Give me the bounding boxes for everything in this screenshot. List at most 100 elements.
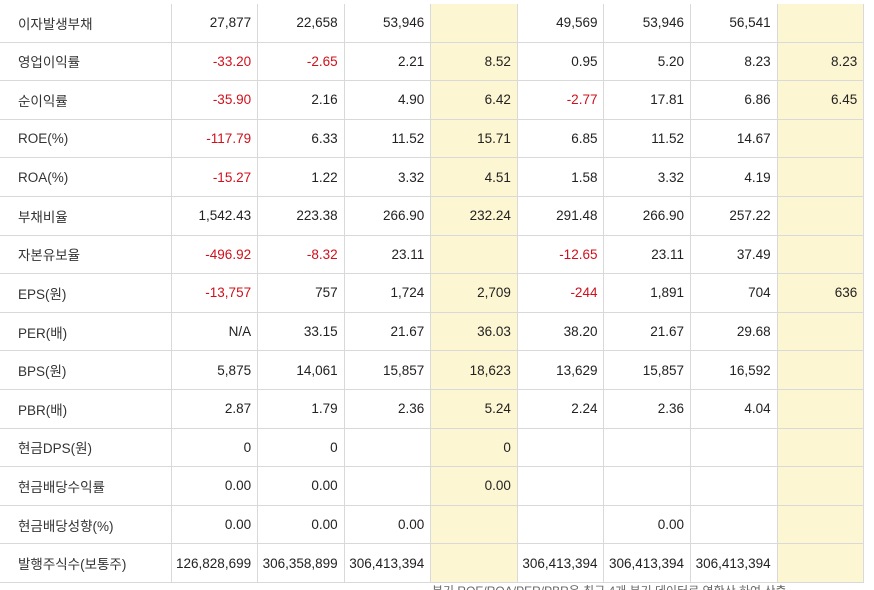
table-cell: 4.19 <box>690 157 778 197</box>
table-cell: 1,724 <box>344 273 432 313</box>
table-cell: 0.95 <box>517 42 605 82</box>
financial-ratio-table: 이자발생부채 27,877 22,658 53,946 49,569 53,946 56,5… <box>0 4 865 583</box>
table-cell: 17.81 <box>603 80 692 120</box>
table-cell: 6.33 <box>257 119 345 159</box>
table-row: 현금배당수익률 0.00 0.00 0.00 <box>0 466 865 506</box>
row-label: PER(배) <box>0 312 172 352</box>
table-cell <box>777 4 865 43</box>
table-cell: 306,413,394 <box>603 543 692 583</box>
table-cell: 3.32 <box>603 157 692 197</box>
row-label: EPS(원) <box>0 273 172 313</box>
row-label: 부채비율 <box>0 196 172 236</box>
table-cell: 14.67 <box>690 119 778 159</box>
table-cell: 53,946 <box>603 4 692 43</box>
table-cell: 1.79 <box>257 389 345 429</box>
row-label: PBR(배) <box>0 389 172 429</box>
table-cell: 14,061 <box>257 350 345 390</box>
row-label: 영업이익률 <box>0 42 172 82</box>
table-cell: 0.00 <box>430 466 518 506</box>
table-row: 순이익률 -35.90 2.16 4.90 6.42 -2.77 17.81 6.86 6.45 <box>0 80 865 120</box>
table-cell: -2.65 <box>257 42 345 82</box>
table-cell: -13,757 <box>171 273 259 313</box>
table-row: 발행주식수(보통주) 126,828,699 306,358,899 306,413,… <box>0 543 865 583</box>
table-cell <box>777 466 865 506</box>
table-cell: 15.71 <box>430 119 518 159</box>
table-cell: 23.11 <box>603 235 692 275</box>
table-cell <box>430 543 518 583</box>
table-row: 현금배당성향(%) 0.00 0.00 0.00 0.00 <box>0 505 865 545</box>
table-body: 이자발생부채 27,877 22,658 53,946 49,569 53,946 56,5… <box>0 4 865 583</box>
table-cell: 2.36 <box>344 389 432 429</box>
table-cell: 2,709 <box>430 273 518 313</box>
table-cell <box>777 428 865 468</box>
table-cell <box>777 543 865 583</box>
table-cell <box>777 196 865 236</box>
table-cell <box>777 312 865 352</box>
row-label: 현금배당성향(%) <box>0 505 172 545</box>
table-cell <box>517 466 605 506</box>
table-cell: -2.77 <box>517 80 605 120</box>
table-cell <box>430 235 518 275</box>
table-cell: 4.04 <box>690 389 778 429</box>
table-cell <box>777 389 865 429</box>
table-cell: 0.00 <box>171 466 259 506</box>
table-cell: 29.68 <box>690 312 778 352</box>
table-cell <box>517 505 605 545</box>
table-cell: 257.22 <box>690 196 778 236</box>
table-cell: 15,857 <box>603 350 692 390</box>
table-cell: -496.92 <box>171 235 259 275</box>
table-cell: 704 <box>690 273 778 313</box>
table-cell: 18,623 <box>430 350 518 390</box>
table-cell: 1.22 <box>257 157 345 197</box>
row-label: ROA(%) <box>0 157 172 197</box>
table-cell: 0.00 <box>257 505 345 545</box>
table-cell: 306,413,394 <box>517 543 605 583</box>
table-cell: 0.00 <box>171 505 259 545</box>
table-cell: 0.00 <box>257 466 345 506</box>
table-row: 현금DPS(원) 0 0 0 <box>0 428 865 468</box>
table-cell: 3.32 <box>344 157 432 197</box>
table-cell: 36.03 <box>430 312 518 352</box>
table-cell: 223.38 <box>257 196 345 236</box>
table-cell <box>430 505 518 545</box>
table-row: 영업이익률 -33.20 -2.65 2.21 8.52 0.95 5.20 8.23 8.23 <box>0 42 865 82</box>
table-cell: N/A <box>171 312 259 352</box>
table-cell <box>777 235 865 275</box>
table-cell <box>603 428 692 468</box>
table-cell: 306,358,899 <box>257 543 345 583</box>
table-cell: 21.67 <box>344 312 432 352</box>
table-cell: 6.86 <box>690 80 778 120</box>
table-cell: 22,658 <box>257 4 345 43</box>
table-cell: 2.16 <box>257 80 345 120</box>
table-cell: 4.90 <box>344 80 432 120</box>
row-label: 이자발생부채 <box>0 4 172 43</box>
table-cell <box>690 428 778 468</box>
table-cell <box>777 505 865 545</box>
table-cell: 266.90 <box>603 196 692 236</box>
table-cell <box>777 157 865 197</box>
table-row: EPS(원) -13,757 757 1,724 2,709 -244 1,891 704 63… <box>0 273 865 313</box>
table-row: PBR(배) 2.87 1.79 2.36 5.24 2.24 2.36 4.04 <box>0 389 865 429</box>
row-label: 발행주식수(보통주) <box>0 543 172 583</box>
table-cell: 6.85 <box>517 119 605 159</box>
table-cell: 38.20 <box>517 312 605 352</box>
table-cell <box>344 428 432 468</box>
table-row: ROE(%) -117.79 6.33 11.52 15.71 6.85 11.52 14.6… <box>0 119 865 159</box>
table-cell: 1.58 <box>517 157 605 197</box>
table-cell: 16,592 <box>690 350 778 390</box>
table-cell: 757 <box>257 273 345 313</box>
table-cell <box>777 350 865 390</box>
table-cell: 232.24 <box>430 196 518 236</box>
footnote: 분기 ROE/ROA/PER/PBR은 최근 4개 분기 데이터로 연환산 하여… <box>432 582 786 590</box>
table-cell: 23.11 <box>344 235 432 275</box>
table-cell: 306,413,394 <box>690 543 778 583</box>
table-cell: 2.36 <box>603 389 692 429</box>
table-cell: -117.79 <box>171 119 259 159</box>
table-cell <box>603 466 692 506</box>
table-cell: 4.51 <box>430 157 518 197</box>
table-cell: 37.49 <box>690 235 778 275</box>
table-cell: 0 <box>257 428 345 468</box>
table-cell: 2.24 <box>517 389 605 429</box>
table-cell: -33.20 <box>171 42 259 82</box>
